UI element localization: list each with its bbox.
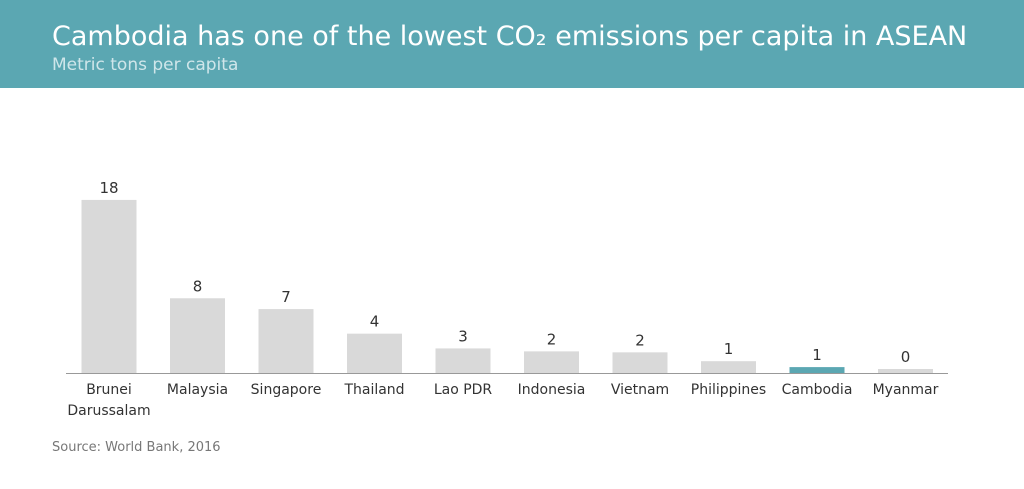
category-label: Malaysia [167,382,228,398]
bar-singapore [258,309,314,373]
bar-indonesia [524,351,579,373]
bar-myanmar [878,369,933,373]
category-label: Myanmar [873,382,939,398]
bar-philippines [701,361,756,373]
category-label: Singapore [251,382,322,398]
value-label: 4 [370,313,380,331]
category-label: Cambodia [782,382,853,398]
category-label: Darussalam [67,403,150,419]
value-label: 1 [812,346,822,364]
chart-title: Cambodia has one of the lowest CO₂ emiss… [52,21,968,52]
category-label: Vietnam [611,382,669,398]
value-label: 8 [193,277,203,295]
category-label: Lao PDR [434,382,493,398]
chart-subtitle: Metric tons per capita [52,55,239,75]
category-label: Brunei [86,382,132,398]
source-note: Source: World Bank, 2016 [52,440,221,455]
value-label: 2 [635,331,645,349]
bar-lao-pdr [435,348,491,373]
category-label: Philippines [691,382,766,398]
bar-thailand [347,333,402,373]
value-label: 7 [281,288,291,306]
category-label: Indonesia [518,382,586,398]
bar-chart: 18 Brunei Darussalam 8 Malaysia 7 Singapore 4 Th… [66,179,948,419]
value-label: 1 [724,340,734,358]
bar-vietnam [612,352,668,373]
category-label: Thailand [343,382,404,398]
value-label: 0 [901,348,911,366]
value-label: 18 [99,179,118,197]
bar-malaysia [170,298,225,373]
value-label: 3 [458,327,468,345]
bar-cambodia [789,367,845,373]
chart-header: Cambodia has one of the lowest CO₂ emiss… [0,0,1024,88]
bar-brunei-darussalam [81,199,137,373]
value-label: 2 [547,330,557,348]
